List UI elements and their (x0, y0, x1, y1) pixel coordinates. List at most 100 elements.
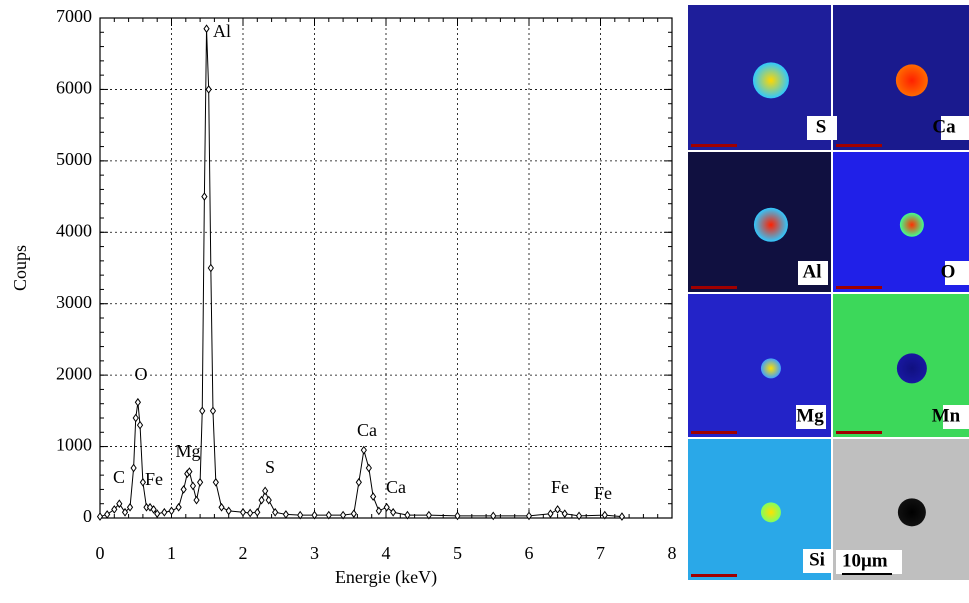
scale-label-bg (836, 550, 902, 574)
y-tick-label: 6000 (56, 78, 92, 98)
x-tick-label: 2 (239, 543, 248, 563)
peak-label: O (135, 364, 148, 384)
spectrum-point (575, 511, 583, 521)
x-tick-label: 5 (453, 543, 462, 563)
spectrum-point (225, 506, 232, 516)
map-particle (753, 207, 788, 242)
peak-label: Fe (551, 477, 569, 497)
spectrum-point (126, 502, 134, 512)
spectrum-point (239, 507, 247, 517)
peak-label: Ca (357, 420, 377, 440)
spectrum-point (205, 85, 212, 94)
y-tick-label: 4000 (56, 220, 92, 240)
scale-bar (691, 286, 737, 289)
map-label-bg (943, 405, 969, 429)
spectrum-point (375, 506, 382, 516)
peak-label: S (265, 457, 275, 477)
spectrum-point (189, 481, 197, 491)
spectrum-point (247, 508, 254, 518)
spectrum-point (199, 406, 206, 416)
spectrum-point (168, 506, 175, 516)
map-label-bg (941, 116, 969, 140)
spectrum-point (136, 420, 144, 430)
peak-label: Ca (386, 477, 406, 497)
spectrum-point (425, 510, 433, 520)
x-tick-label: 0 (96, 543, 105, 563)
map-particle (896, 353, 927, 384)
map-label: Mg (796, 405, 824, 426)
map-label: O (941, 261, 956, 282)
scale-bar (691, 574, 737, 577)
map-label-bg (803, 549, 833, 573)
scale-bar (836, 144, 882, 147)
map-particle (760, 502, 781, 523)
peak-label: Mg (175, 441, 200, 461)
x-tick-label: 7 (596, 543, 605, 563)
spectrum-point (209, 406, 217, 416)
x-tick-label: 8 (668, 543, 677, 563)
scale-label: 10μm (842, 550, 888, 571)
spectrum-point (258, 495, 265, 505)
spectrum-point (134, 397, 142, 407)
spectrum-point (490, 511, 497, 521)
spectrum-point (154, 509, 161, 519)
y-tick-label: 2000 (56, 363, 92, 383)
spectrum-point (282, 510, 290, 519)
spectrum-point (601, 510, 608, 520)
spectrum-point (547, 509, 554, 519)
map-particle (760, 358, 781, 379)
map-label: Mn (932, 405, 961, 426)
y-tick-label: 0 (83, 506, 92, 526)
spectrum-point (297, 510, 304, 520)
spectrum-point (104, 510, 111, 519)
plot-frame (99, 17, 673, 519)
spectrum-point (370, 492, 377, 501)
peak-label: Fe (594, 483, 612, 503)
spectrum-point (360, 445, 367, 455)
map-label: Ca (932, 116, 956, 137)
y-axis-label: Coups (10, 245, 30, 291)
spectrum-point (365, 463, 372, 473)
spectrum-point (525, 511, 533, 521)
spectrum-point (311, 510, 318, 520)
x-axis-label: Energie (keV) (335, 567, 437, 588)
spectrum-point (132, 413, 139, 423)
peak-label: C (113, 467, 125, 487)
spectrum-point (193, 495, 200, 505)
y-tick-label: 1000 (56, 435, 92, 455)
x-tick-label: 1 (167, 543, 176, 563)
spectrum-point (150, 505, 157, 514)
spectrum-point (383, 502, 390, 512)
scale-bar (836, 431, 882, 434)
spectrum-point (404, 510, 411, 520)
spectrum-point (618, 512, 626, 521)
map-label-bg (796, 405, 826, 429)
spectrum-point (212, 477, 219, 487)
spectrum-point (96, 512, 104, 521)
map-particle (752, 62, 789, 99)
spectrum-point (554, 505, 561, 514)
spectrum-line (99, 28, 622, 518)
spectrum-point (186, 467, 193, 476)
spectrum-point (355, 477, 362, 487)
spectrum-point (139, 477, 147, 487)
spectrum-point (454, 511, 461, 521)
spectrum-point (116, 499, 123, 509)
x-tick-label: 3 (310, 543, 319, 563)
spectrum-point (561, 509, 568, 519)
spectrum-point (262, 486, 269, 496)
spectrum-point (265, 495, 272, 505)
spectrum-point (130, 463, 137, 473)
scale-bar (691, 431, 737, 434)
spectrum-point (196, 477, 204, 487)
spectrum-point (203, 24, 210, 34)
map-label-bg (945, 261, 969, 285)
x-tick-label: 6 (525, 543, 534, 563)
peak-label: Fe (145, 469, 163, 489)
spectrum-point (207, 263, 214, 273)
x-tick-label: 4 (382, 543, 391, 563)
map-particle (895, 64, 928, 97)
spectrum-point (339, 510, 347, 520)
spectrum-point (146, 502, 154, 512)
